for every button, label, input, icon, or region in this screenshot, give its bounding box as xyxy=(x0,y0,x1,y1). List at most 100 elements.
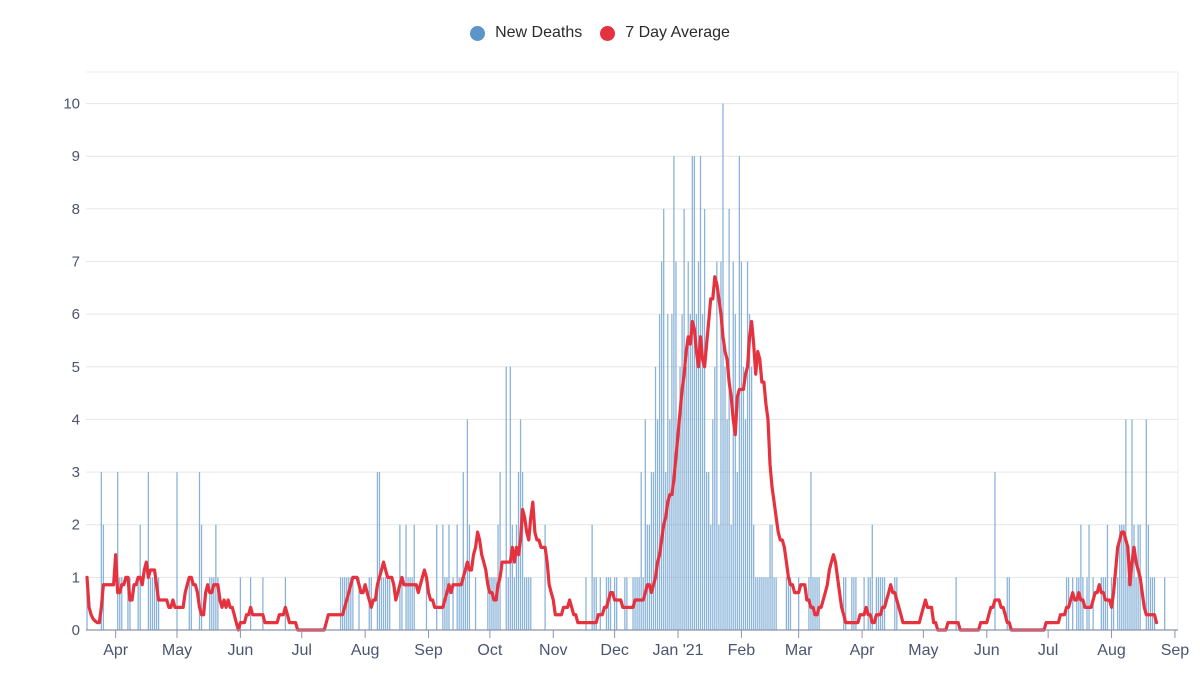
bar xyxy=(530,577,532,630)
bar xyxy=(787,577,790,630)
bar xyxy=(411,577,413,630)
bar xyxy=(137,577,139,630)
x-tick-label: Feb xyxy=(728,642,756,659)
x-tick-label: Oct xyxy=(477,642,502,659)
bar xyxy=(728,208,730,630)
legend: New Deaths 7 Day Average xyxy=(0,24,1200,42)
bar xyxy=(211,577,213,630)
bar xyxy=(1135,577,1137,630)
legend-label-7-day-average: 7 Day Average xyxy=(625,24,730,41)
bar xyxy=(706,472,708,630)
bar xyxy=(387,577,389,630)
bar xyxy=(200,524,203,630)
bar xyxy=(350,577,352,630)
x-tick-label: Aug xyxy=(1097,642,1125,659)
bar xyxy=(693,156,696,631)
bar xyxy=(1065,577,1068,630)
bar xyxy=(389,577,391,630)
bar xyxy=(679,366,681,630)
x-tick-label: Sep xyxy=(414,642,443,659)
legend-item-7-day-average[interactable]: 7 Day Average xyxy=(600,24,730,42)
bar xyxy=(863,577,865,630)
bar xyxy=(401,577,403,630)
bar xyxy=(1006,577,1008,630)
bar xyxy=(376,472,379,630)
bar xyxy=(994,472,996,630)
bar xyxy=(1127,577,1129,630)
bar xyxy=(1151,577,1154,630)
bar xyxy=(771,524,773,630)
bar xyxy=(685,366,687,630)
bar xyxy=(871,524,873,630)
bar xyxy=(689,314,691,630)
bar xyxy=(487,577,489,630)
bar xyxy=(1076,577,1078,630)
bar xyxy=(153,577,156,630)
bar xyxy=(757,577,759,630)
y-tick-label: 8 xyxy=(72,201,80,218)
x-tick-label: Jul xyxy=(1038,642,1058,659)
bar xyxy=(818,577,820,630)
bar xyxy=(843,577,845,630)
bar xyxy=(509,366,511,630)
bar xyxy=(452,577,454,630)
bar xyxy=(121,577,123,630)
bar xyxy=(746,261,749,630)
bar xyxy=(879,577,882,630)
bar xyxy=(661,261,663,630)
bar xyxy=(875,577,878,630)
bar xyxy=(798,577,800,630)
bar xyxy=(636,577,638,630)
x-tick-label: Aug xyxy=(351,642,379,659)
bar xyxy=(720,261,722,630)
bar xyxy=(436,524,438,630)
bar xyxy=(671,314,673,630)
bar xyxy=(626,577,628,630)
bar xyxy=(593,577,595,630)
bar xyxy=(495,577,497,630)
bar xyxy=(722,103,724,630)
bar xyxy=(767,577,769,630)
bar xyxy=(732,261,734,630)
bar xyxy=(1008,577,1010,630)
bar xyxy=(458,577,460,630)
bar xyxy=(425,577,428,630)
bar xyxy=(127,577,129,630)
bar xyxy=(585,577,587,630)
x-tick-label: Jul xyxy=(292,642,312,659)
bar xyxy=(1088,524,1090,630)
bar xyxy=(759,577,761,630)
y-tick-label: 6 xyxy=(72,306,80,323)
bar xyxy=(544,524,546,630)
bar xyxy=(642,577,644,630)
bar xyxy=(591,524,593,630)
bar xyxy=(413,524,415,630)
bar xyxy=(667,314,669,630)
legend-item-new-deaths[interactable]: New Deaths xyxy=(470,24,582,42)
bar xyxy=(683,208,685,630)
bar xyxy=(1131,419,1133,630)
bar xyxy=(955,577,957,630)
bar xyxy=(1145,419,1147,630)
bar xyxy=(687,261,689,630)
legend-swatch-7-day-average xyxy=(600,25,616,41)
bar xyxy=(1121,524,1123,630)
bar xyxy=(442,524,444,630)
bar xyxy=(446,577,448,630)
y-tick-label: 1 xyxy=(72,569,80,586)
bar xyxy=(751,366,753,630)
bar xyxy=(284,577,287,630)
y-tick-label: 2 xyxy=(72,517,80,534)
bar xyxy=(761,577,763,630)
bar xyxy=(190,577,192,630)
bar xyxy=(773,577,775,630)
bar xyxy=(129,577,131,630)
x-tick-label: Jun xyxy=(974,642,1000,659)
bar xyxy=(1072,577,1074,630)
bar xyxy=(213,577,215,630)
y-tick-label: 0 xyxy=(72,622,80,639)
bar xyxy=(697,261,700,630)
bar xyxy=(845,577,847,630)
bar xyxy=(769,524,771,630)
